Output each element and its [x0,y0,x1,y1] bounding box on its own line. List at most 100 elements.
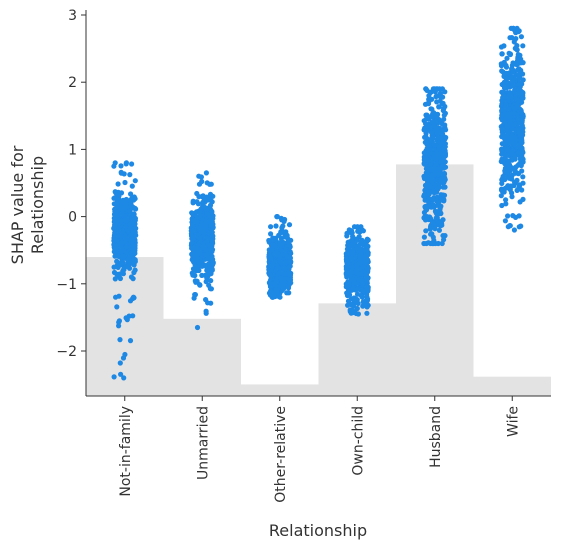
x-tick-label: Own-child [350,406,366,476]
data-point [509,154,515,160]
data-point [520,156,526,162]
data-point [276,232,282,238]
data-point [354,237,360,243]
data-point [428,138,434,144]
data-point [519,123,525,129]
data-point [362,286,369,292]
data-point [205,273,211,279]
data-point [518,223,524,229]
data-point [513,36,519,42]
data-point [199,178,205,185]
data-point [286,222,293,228]
data-point [116,273,122,279]
data-point [515,127,521,133]
histogram-bar-unmarried [163,318,241,396]
data-point [520,180,526,186]
data-point [425,240,431,246]
data-point [132,229,138,235]
data-point [432,86,438,92]
data-point [430,182,436,188]
data-point [129,183,135,189]
data-point [266,271,273,277]
data-point [514,141,520,148]
data-point [112,234,118,240]
data-point [112,222,118,228]
strip-not-in-family [111,160,139,381]
data-point [364,310,370,316]
data-point [274,214,280,220]
data-point [113,246,119,252]
data-point [503,197,509,203]
data-point [504,55,510,61]
data-point [193,279,199,285]
data-point [131,256,138,263]
data-point [120,229,126,235]
data-point [267,284,274,290]
data-point [355,228,361,234]
data-point [520,43,526,49]
strip-own-child [343,224,371,317]
data-point [356,246,362,252]
x-tick-label: Unmarried [195,406,211,480]
data-point [442,122,448,128]
data-point [421,240,427,247]
data-point [118,245,125,251]
data-point [518,137,524,143]
data-point [440,107,446,114]
data-point [437,210,443,216]
data-point [196,173,202,179]
data-point [356,261,362,267]
data-point [499,112,505,119]
data-point [435,240,441,247]
data-point [125,256,132,262]
data-point [118,190,125,196]
y-tick-label: −1 [56,277,77,293]
data-point [199,220,206,226]
data-point [116,293,122,299]
data-point [431,146,437,152]
data-point [499,157,505,163]
data-point [203,170,209,176]
data-point [515,67,521,73]
data-point [519,148,525,154]
data-point [112,276,118,282]
data-point [501,92,507,98]
data-point [502,80,508,86]
data-point [203,263,209,269]
data-point [515,52,521,58]
data-point [428,224,434,230]
data-point [208,228,214,234]
data-point [510,148,516,154]
data-point [428,160,434,166]
data-point [434,99,440,105]
data-point [354,305,360,312]
data-point [501,43,507,49]
data-point [189,210,195,216]
data-point [208,278,214,284]
data-point [117,337,123,343]
data-point [504,145,510,151]
data-point [131,269,137,276]
data-point [202,204,208,210]
data-point [270,242,276,248]
strip-husband [421,86,449,247]
data-point [209,259,216,265]
data-point [511,110,518,116]
data-point [206,282,212,288]
data-point [209,239,215,245]
data-point [278,269,284,276]
data-point [503,201,509,207]
data-point [424,181,430,188]
data-point [510,69,516,75]
data-point [268,224,274,230]
data-point [421,127,427,133]
data-point [520,174,526,180]
data-point [507,35,513,41]
x-tick-label: Wife [505,406,521,437]
data-point [118,260,124,266]
data-point [127,338,134,344]
data-point [426,188,432,194]
data-point [194,252,200,258]
data-point [194,324,201,331]
data-point [355,311,361,317]
